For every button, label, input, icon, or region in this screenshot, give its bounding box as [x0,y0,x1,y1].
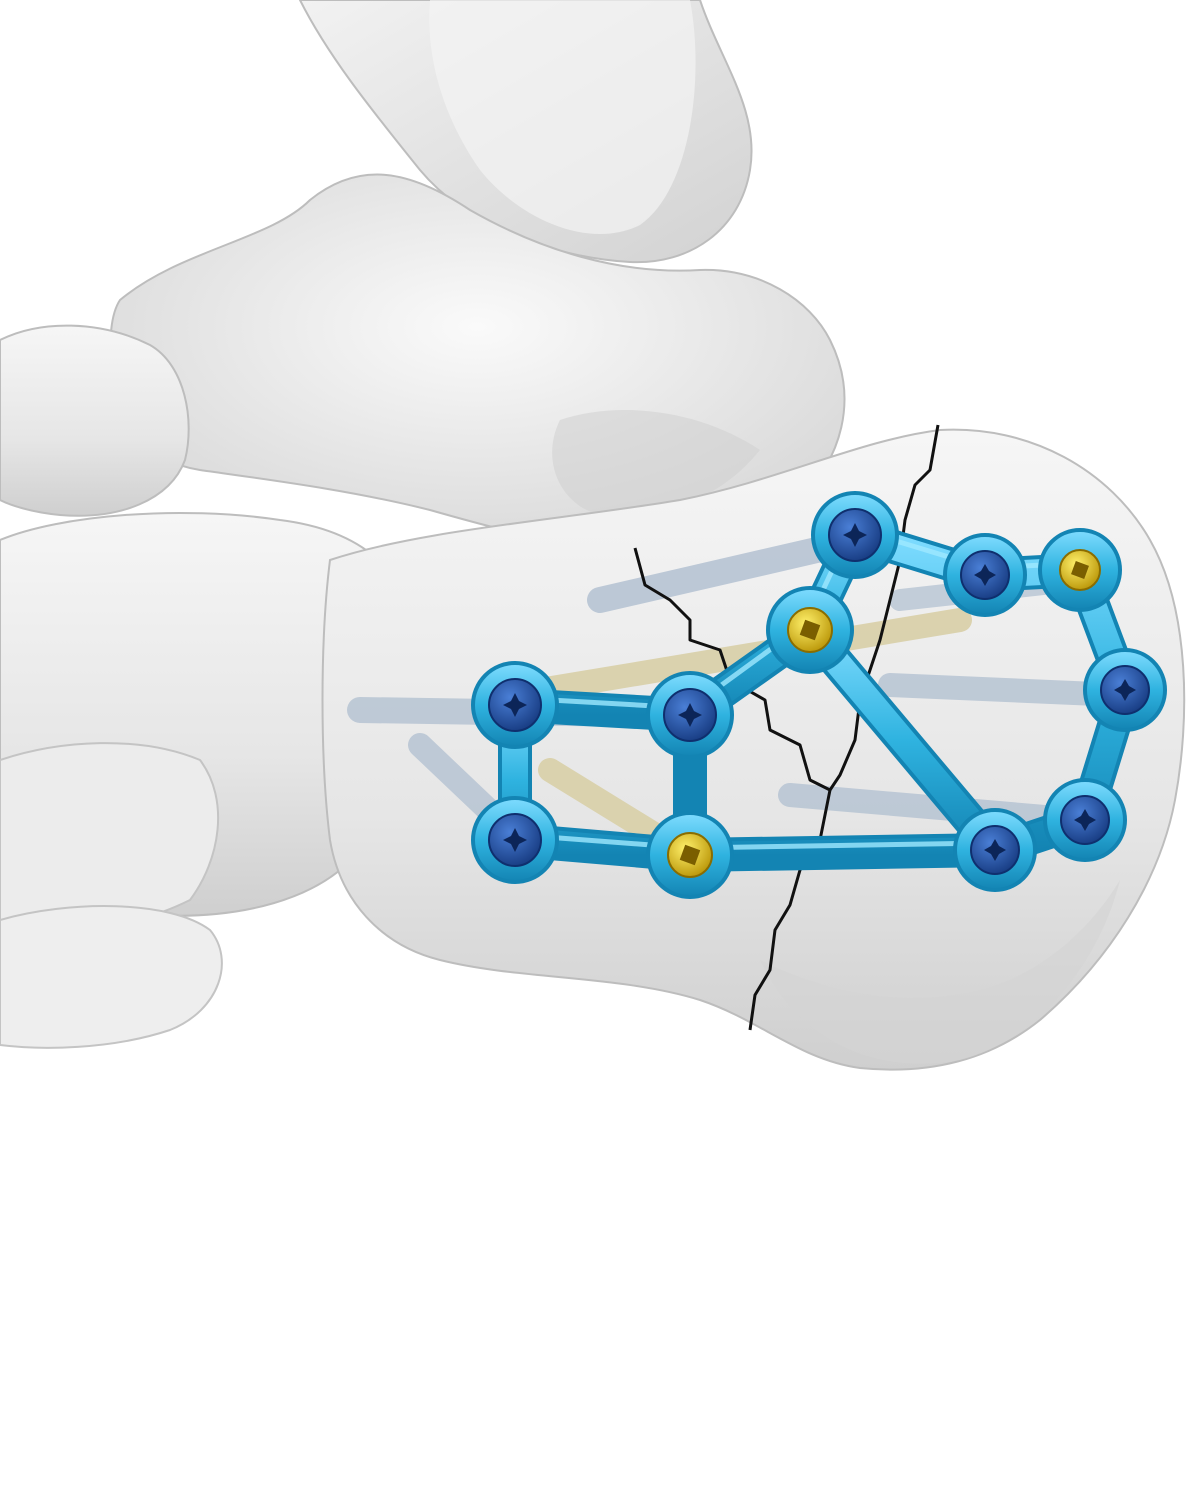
gold-screw-icon [667,832,713,878]
metatarsal-bone [0,905,223,1049]
screw-shaft [778,783,1092,832]
blue-screw-icon [488,678,542,732]
blue-screw-icon [1100,665,1150,715]
fracture-line [633,547,832,1031]
blue-screw-icon [970,825,1020,875]
talus-bone [108,173,846,557]
gold-screw-icon [1059,549,1101,591]
tibia-bone [298,0,753,264]
blue-screw-icon [1060,795,1110,845]
fracture-line [828,424,940,791]
blue-screw-icon [488,813,542,867]
blue-screw-icon [960,550,1010,600]
screw-heads [488,508,1150,878]
screw-shaft [878,673,1132,707]
blue-screw-icon [663,688,717,742]
gold-screw-icon [787,607,833,653]
fracture-lines [633,424,940,1031]
blue-screw-icon [828,508,882,562]
navicular-bone [0,324,190,517]
